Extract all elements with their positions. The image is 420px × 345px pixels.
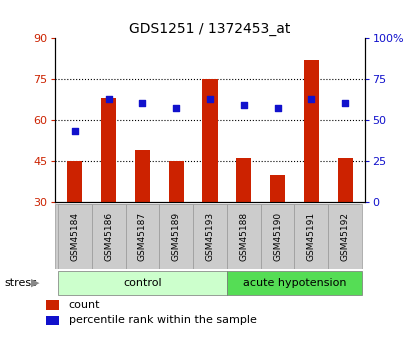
Bar (159, 204, 193, 269)
Text: percentile rank within the sample: percentile rank within the sample (68, 315, 257, 325)
Text: stress: stress (4, 278, 37, 288)
Point (207, 96, 213, 101)
Bar (46, 316, 59, 325)
Bar (67, 161, 82, 202)
Text: GSM45188: GSM45188 (239, 212, 248, 261)
Text: acute hypotension: acute hypotension (243, 278, 346, 288)
Text: GSM45192: GSM45192 (341, 212, 349, 261)
Title: GDS1251 / 1372453_at: GDS1251 / 1372453_at (129, 21, 291, 36)
Bar (168, 161, 184, 202)
Bar (261, 204, 294, 269)
Bar (202, 79, 218, 202)
Bar (328, 204, 362, 269)
Bar (304, 60, 319, 202)
Bar (338, 158, 353, 202)
Bar (193, 204, 227, 269)
Bar (227, 270, 362, 295)
Text: GSM45189: GSM45189 (172, 212, 181, 261)
Point (105, 96, 112, 101)
Text: GSM45193: GSM45193 (205, 212, 215, 261)
Bar (135, 150, 150, 202)
Text: GSM45186: GSM45186 (104, 212, 113, 261)
Point (173, 106, 180, 111)
Bar (58, 204, 92, 269)
Point (274, 106, 281, 111)
Point (71, 129, 78, 134)
Text: control: control (123, 278, 162, 288)
Text: count: count (68, 300, 100, 310)
Bar (92, 204, 126, 269)
Text: GSM45184: GSM45184 (71, 212, 79, 261)
Bar (227, 204, 261, 269)
Text: ▶: ▶ (31, 278, 39, 288)
Bar (58, 270, 227, 295)
Text: GSM45190: GSM45190 (273, 212, 282, 261)
Bar (126, 204, 159, 269)
Bar (236, 158, 252, 202)
Point (139, 101, 146, 106)
Point (308, 96, 315, 101)
Text: GSM45191: GSM45191 (307, 212, 316, 261)
Text: GSM45187: GSM45187 (138, 212, 147, 261)
Bar (294, 204, 328, 269)
Bar (101, 98, 116, 202)
Bar (46, 300, 59, 309)
Point (240, 102, 247, 108)
Bar (270, 175, 285, 202)
Point (342, 101, 349, 106)
